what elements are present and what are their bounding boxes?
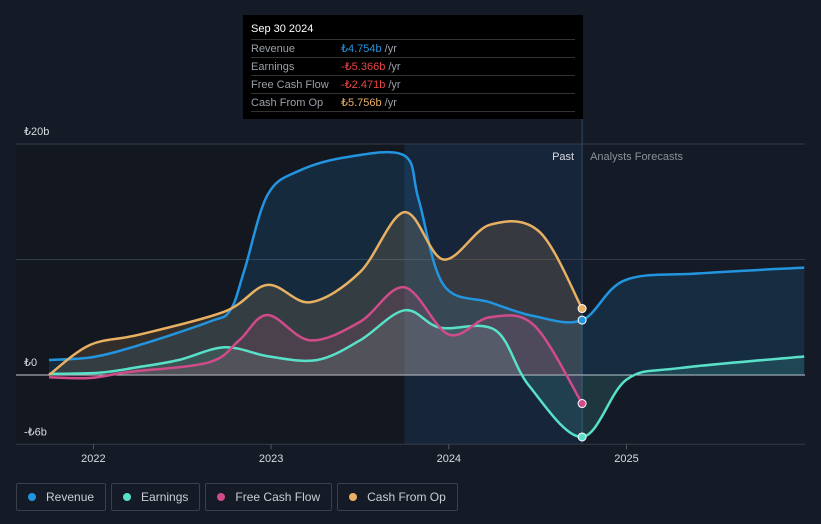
earnings-line: [48, 309, 805, 439]
legend-earnings[interactable]: Earnings: [111, 483, 201, 511]
y-tick-label: -₺6b: [24, 426, 47, 438]
legend-label: Free Cash Flow: [235, 490, 321, 504]
revenue-line: [48, 150, 805, 362]
legend-label: Earnings: [141, 490, 189, 504]
tooltip: Sep 30 2024 Revenue ₺4.754b /yr Earnings…: [243, 15, 583, 119]
tooltip-row-cfo: Cash From Op ₺5.756b /yr: [251, 93, 575, 112]
legend-label: Cash From Op: [367, 490, 446, 504]
y-tick-label: ₺20b: [24, 126, 49, 138]
tooltip-value: -₺5.366b: [341, 61, 386, 73]
tooltip-unit: /yr: [384, 42, 397, 55]
tooltip-unit: /yr: [388, 78, 401, 91]
legend-revenue[interactable]: Revenue: [16, 483, 107, 511]
tooltip-date: Sep 30 2024: [251, 23, 314, 35]
past-label: Past: [552, 151, 574, 163]
past-region: [16, 144, 405, 445]
tooltip-label: Earnings: [251, 60, 295, 73]
revenue-dot-icon: [28, 493, 36, 501]
tooltip-label: Free Cash Flow: [251, 78, 329, 91]
free-cash-flow-marker: [577, 399, 587, 409]
cfo-dot-icon: [349, 493, 358, 501]
earnings-area: [49, 310, 805, 437]
x-tick-label: 2022: [81, 453, 105, 465]
x-tick-label: 2024: [437, 453, 461, 465]
revenue-marker: [577, 315, 587, 325]
tooltip-row-fcf: Free Cash Flow -₺2.471b /yr: [251, 75, 575, 93]
tooltip-value: ₺4.754b: [341, 43, 382, 55]
tooltip-unit: /yr: [388, 60, 401, 73]
legend-cash-from-op[interactable]: Cash From Op: [337, 483, 458, 511]
cash-from-op-line: [48, 210, 584, 377]
cash-from-op-marker: [577, 304, 587, 314]
legend: Revenue Earnings Free Cash Flow Cash Fro…: [16, 483, 458, 511]
tooltip-row-earnings: Earnings -₺5.366b /yr: [251, 57, 575, 75]
legend-label: Revenue: [46, 490, 95, 504]
earnings-dot-icon: [123, 493, 132, 501]
y-tick-label: ₺0: [24, 357, 37, 369]
tooltip-row-revenue: Revenue ₺4.754b /yr: [251, 39, 575, 57]
tooltip-label: Cash From Op: [251, 96, 324, 109]
tooltip-label: Revenue: [251, 42, 296, 55]
revenue-area: [49, 152, 805, 375]
x-tick-label: 2025: [614, 453, 638, 465]
fcf-dot-icon: [217, 493, 226, 501]
earnings-marker: [577, 432, 587, 442]
x-tick-label: 2023: [259, 453, 283, 465]
tooltip-value: -₺2.471b: [341, 79, 386, 91]
highlight-region: [404, 144, 583, 445]
forecast-label: Analysts Forecasts: [590, 151, 683, 163]
free-cash-flow-line: [48, 285, 584, 405]
tooltip-unit: /yr: [384, 96, 397, 109]
free-cash-flow-area: [49, 287, 583, 404]
tooltip-value: ₺5.756b: [341, 97, 382, 109]
legend-free-cash-flow[interactable]: Free Cash Flow: [205, 483, 333, 511]
